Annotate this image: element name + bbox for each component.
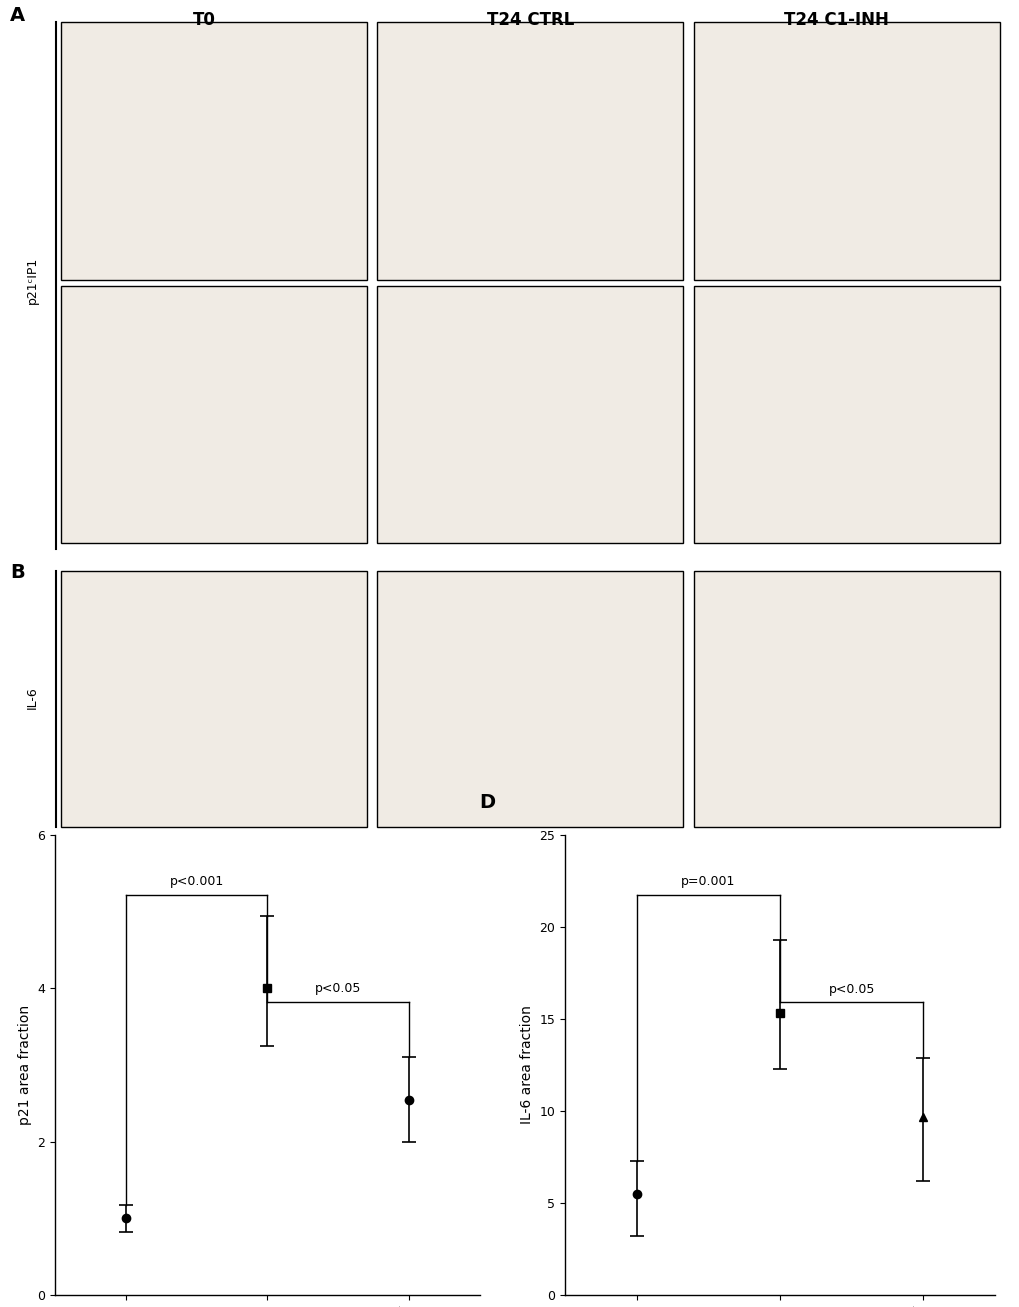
Text: B: B (10, 563, 24, 582)
Bar (693, 571, 999, 827)
Text: A: A (10, 5, 25, 25)
Bar (377, 571, 683, 827)
Text: p<0.05: p<0.05 (827, 983, 874, 996)
Text: T24 CTRL: T24 CTRL (486, 12, 574, 29)
Text: p<0.05: p<0.05 (315, 983, 361, 995)
Text: T24 C1-INH: T24 C1-INH (784, 12, 888, 29)
Bar (61, 22, 367, 280)
Y-axis label: p21 area fraction: p21 area fraction (17, 1005, 32, 1125)
Text: p<0.001: p<0.001 (169, 874, 223, 887)
Text: IL-6: IL-6 (26, 686, 39, 708)
Y-axis label: IL-6 area fraction: IL-6 area fraction (520, 1005, 533, 1124)
Text: p21ᶜIP1: p21ᶜIP1 (26, 256, 39, 303)
Bar (377, 286, 683, 544)
Text: T0: T0 (193, 12, 215, 29)
Bar (693, 22, 999, 280)
Bar (61, 286, 367, 544)
Text: p=0.001: p=0.001 (681, 874, 735, 887)
Bar (377, 22, 683, 280)
Text: D: D (479, 793, 494, 812)
Bar (693, 286, 999, 544)
Bar (61, 571, 367, 827)
